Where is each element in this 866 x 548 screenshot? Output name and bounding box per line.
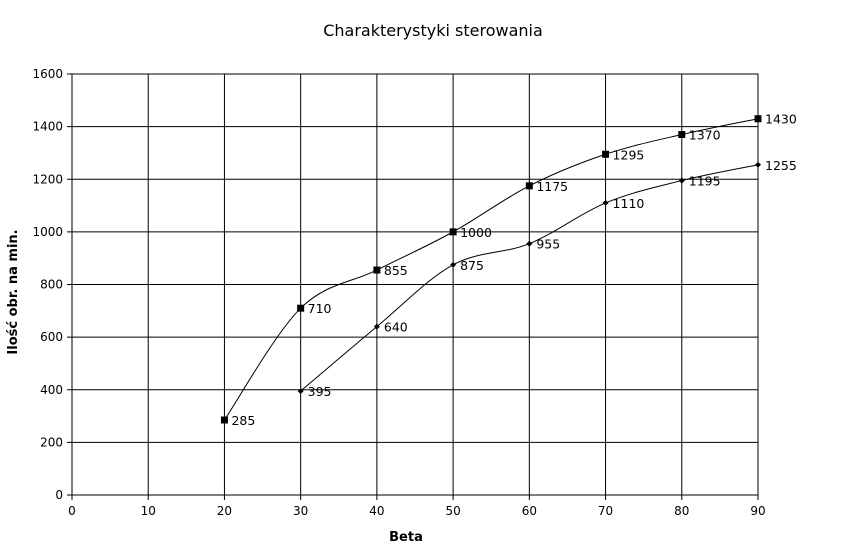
x-tick-label: 30 [293,504,308,518]
x-tick-label: 50 [445,504,460,518]
data-label: 285 [231,413,255,428]
series-2-point [373,323,380,330]
data-label: 710 [308,301,332,316]
data-label: 1195 [689,174,721,189]
series-2-point [526,240,533,247]
series-1-line [224,118,759,421]
data-labels: 285 710 855 1000 1175 1295 1370 1430 395 640 875 95… [231,112,796,428]
y-tick-label: 1000 [32,225,63,239]
data-label: 1110 [613,196,645,211]
x-tick-label: 80 [674,504,689,518]
data-label: 1000 [460,225,492,240]
series-1-point [754,115,762,123]
series [220,115,762,424]
y-axis-label: Ilość obr. na min. [6,229,21,354]
data-label: 395 [308,384,332,399]
data-label: 855 [384,263,408,278]
series-2-point [602,199,609,206]
y-tick-label: 1600 [32,67,63,81]
x-tick-label: 40 [369,504,384,518]
data-label: 1255 [765,158,797,173]
series-2-point [297,388,304,395]
series-2-point [450,261,457,268]
series-2-point [678,177,685,184]
data-label: 1370 [689,128,721,143]
x-tick-label: 10 [141,504,156,518]
x-tick-label: 70 [598,504,613,518]
y-tick-label: 400 [40,383,63,397]
plot-frame [71,73,759,496]
x-tick-label: 0 [68,504,76,518]
series-1-point [602,150,610,158]
x-axis-label: Beta [389,530,423,545]
y-tick-label: 800 [40,278,63,292]
data-label: 1175 [536,179,568,194]
y-tick-label: 0 [55,488,63,502]
data-label: 955 [536,237,560,252]
series-1-point [220,416,228,424]
series-1-point [297,304,305,312]
series-1-point [525,182,533,190]
y-tick-label: 600 [40,330,63,344]
tick-labels: 0 10 20 30 40 50 60 70 80 90 0 200 400 600 800 1000 1200… [32,67,765,518]
data-label: 1295 [613,147,645,162]
data-label: 875 [460,258,484,273]
y-tick-label: 200 [40,435,63,449]
x-tick-label: 60 [522,504,537,518]
data-label: 1430 [765,112,797,127]
series-1-point [373,266,381,274]
y-tick-label: 1400 [32,120,63,134]
x-tick-label: 20 [217,504,232,518]
y-tick-label: 1200 [32,172,63,186]
series-2-point [755,161,761,168]
data-label: 640 [384,320,408,335]
series-1-point [678,131,686,139]
grid [67,73,759,500]
series-1-point [449,228,457,236]
chart-title: Charakterystyki sterowania [323,21,543,40]
x-tick-label: 90 [750,504,765,518]
